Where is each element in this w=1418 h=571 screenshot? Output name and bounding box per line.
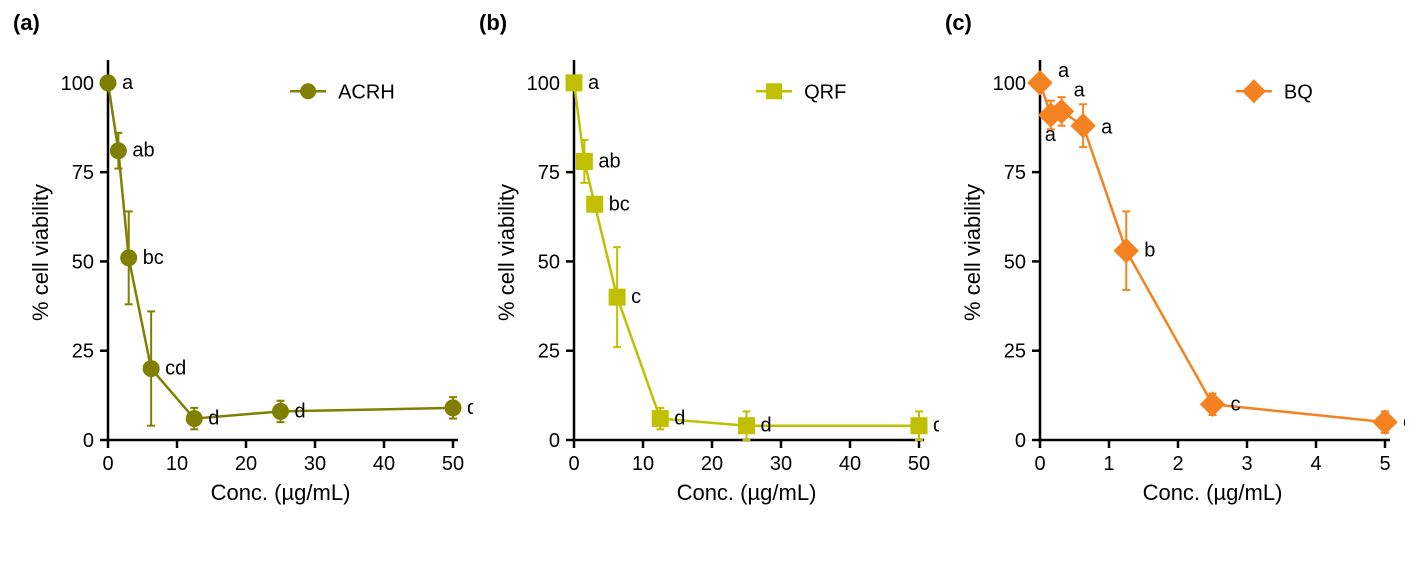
- data-marker: [186, 411, 202, 427]
- y-axis-label: % cell viability: [960, 184, 985, 321]
- xtick-label: 40: [839, 453, 861, 475]
- point-label: a: [588, 72, 600, 94]
- ytick-label: 0: [549, 430, 560, 452]
- xtick-label: 0: [568, 453, 579, 475]
- data-marker: [1028, 71, 1052, 95]
- data-marker: [911, 418, 927, 434]
- ytick-label: 50: [538, 251, 560, 273]
- panel-a: (a) 010203040500255075100Conc. (µg/mL)% …: [13, 10, 473, 560]
- series-line: [574, 83, 919, 426]
- ytick-label: 100: [993, 73, 1026, 95]
- point-label: ab: [598, 150, 620, 172]
- data-marker: [652, 411, 668, 427]
- point-label: d: [467, 397, 473, 419]
- data-marker: [100, 75, 116, 91]
- ytick-label: 25: [538, 341, 560, 363]
- legend-label: ACRH: [338, 81, 395, 103]
- data-marker: [121, 250, 137, 266]
- data-marker: [1201, 392, 1225, 416]
- xtick-label: 3: [1241, 453, 1252, 475]
- xtick-label: 2: [1172, 453, 1183, 475]
- point-label: a: [1101, 117, 1113, 139]
- point-label: c: [1231, 393, 1241, 415]
- data-marker: [609, 289, 625, 305]
- data-marker: [587, 196, 603, 212]
- ytick-label: 100: [61, 73, 94, 95]
- ytick-label: 75: [538, 162, 560, 184]
- point-label: bc: [143, 247, 164, 269]
- ytick-label: 0: [1015, 430, 1026, 452]
- point-label: b: [1144, 240, 1155, 262]
- data-marker: [566, 75, 582, 91]
- y-axis-label: % cell viability: [494, 184, 519, 321]
- ytick-label: 75: [72, 162, 94, 184]
- xtick-label: 5: [1379, 453, 1390, 475]
- data-marker: [1373, 410, 1397, 434]
- data-marker: [1071, 114, 1095, 138]
- point-label: d: [674, 408, 685, 430]
- data-marker: [576, 153, 592, 169]
- point-label: a: [1074, 79, 1086, 101]
- legend-label: BQ: [1284, 81, 1313, 103]
- ytick-label: 50: [72, 251, 94, 273]
- data-marker: [143, 361, 159, 377]
- xtick-label: 0: [102, 453, 113, 475]
- point-label: d: [761, 415, 772, 437]
- ytick-label: 100: [527, 73, 560, 95]
- panel-b: (b) 010203040500255075100Conc. (µg/mL)% …: [479, 10, 939, 560]
- panel-a-svg: 0 10 20 30 40 50 0 25 50 75 100 Conc. (µg/mL) % cell…: [13, 10, 473, 560]
- ytick-label: 25: [1004, 341, 1026, 363]
- point-label: c: [1403, 411, 1405, 433]
- point-label: c: [631, 286, 641, 308]
- point-label: ab: [132, 140, 154, 162]
- xtick-label: 4: [1310, 453, 1321, 475]
- legend-label: QRF: [804, 81, 846, 103]
- panel-c-svg: 0123450255075100Conc. (µg/mL)% cell viab…: [945, 10, 1405, 560]
- xtick-label: 30: [304, 453, 326, 475]
- ytick-label: 0: [83, 430, 94, 452]
- point-label: bc: [609, 193, 630, 215]
- point-label: d: [933, 415, 939, 437]
- point-label: d: [295, 400, 306, 422]
- xtick-label: 50: [908, 453, 930, 475]
- xtick-label: 40: [373, 453, 395, 475]
- ytick-label: 25: [72, 341, 94, 363]
- data-marker: [739, 418, 755, 434]
- xtick-label: 10: [166, 453, 188, 475]
- point-label: cd: [165, 358, 186, 380]
- data-marker: [1114, 239, 1138, 263]
- xtick-label: 1: [1103, 453, 1114, 475]
- xtick-label: 10: [632, 453, 654, 475]
- xtick-label: 20: [701, 453, 723, 475]
- point-label: a: [122, 72, 134, 94]
- x-axis-label: Conc. (µg/mL): [1143, 480, 1283, 505]
- panel-b-svg: 0 10 20 30 40 50 0 25 50 75 100 Conc. (µg/mL) % cell…: [479, 10, 939, 560]
- xtick-label: 30: [770, 453, 792, 475]
- data-marker: [273, 403, 289, 419]
- x-axis-label: Conc. (µg/mL): [677, 480, 817, 505]
- point-label: d: [208, 408, 219, 430]
- data-marker: [110, 143, 126, 159]
- series-line: [1040, 83, 1385, 422]
- x-axis-label: Conc. (µg/mL): [211, 480, 351, 505]
- ytick-label: 50: [1004, 251, 1026, 273]
- xtick-label: 0: [1034, 453, 1045, 475]
- panel-c: (c) 0123450255075100Conc. (µg/mL)% cell …: [945, 10, 1405, 560]
- point-label: a: [1045, 124, 1057, 146]
- xtick-label: 20: [235, 453, 257, 475]
- xtick-label: 50: [442, 453, 464, 475]
- ytick-label: 75: [1004, 162, 1026, 184]
- data-marker: [445, 400, 461, 416]
- point-label: a: [1058, 60, 1070, 82]
- figure-row: (a) 010203040500255075100Conc. (µg/mL)% …: [0, 0, 1418, 571]
- y-axis-label: % cell viability: [28, 184, 53, 321]
